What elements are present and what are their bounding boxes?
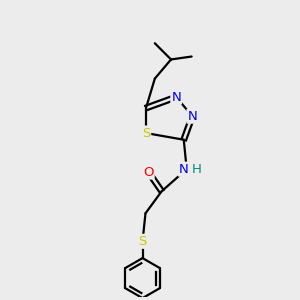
Text: S: S <box>138 235 147 248</box>
Text: N: N <box>171 91 181 103</box>
Text: S: S <box>142 127 150 140</box>
Text: N: N <box>179 163 189 176</box>
Text: O: O <box>143 166 154 178</box>
Text: H: H <box>192 163 202 176</box>
Text: N: N <box>188 110 197 123</box>
